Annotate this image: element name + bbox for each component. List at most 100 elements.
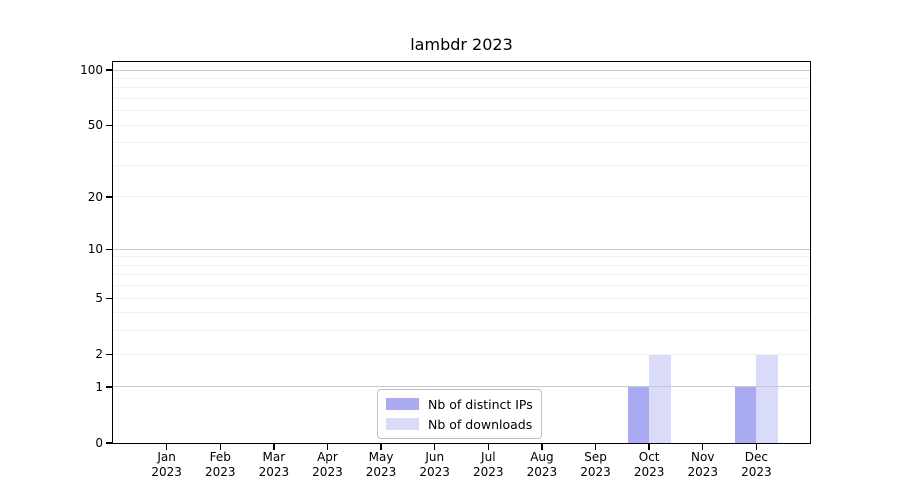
bar-downloads [756, 354, 778, 443]
gridline-major [113, 386, 810, 388]
y-tick-mark [106, 124, 112, 126]
x-tick-month: Apr [317, 450, 338, 464]
x-tick-label: Aug 2023 [512, 450, 572, 480]
x-tick-label: Jun 2023 [405, 450, 465, 480]
gridline-minor [113, 256, 810, 258]
gridline-minor [113, 285, 810, 287]
legend: Nb of distinct IPs Nb of downloads [377, 389, 542, 439]
x-tick-label: Sep 2023 [566, 450, 626, 480]
y-tick-label: 50 [87, 118, 103, 133]
x-tick-month: Aug [530, 450, 554, 464]
x-tick-year: 2023 [633, 465, 665, 479]
x-tick-year: 2023 [580, 465, 611, 479]
x-tick-label: Dec 2023 [726, 450, 786, 480]
x-tick-mark [326, 444, 329, 450]
x-tick-mark [219, 444, 221, 450]
y-tick-mark [106, 353, 112, 355]
x-tick-year: 2023 [151, 465, 182, 479]
y-tick-label: 0 [95, 436, 103, 450]
bar-downloads [649, 354, 671, 443]
x-tick-year: 2023 [419, 465, 450, 479]
gridline-minor [113, 165, 810, 166]
x-tick-label: Feb 2023 [190, 450, 250, 480]
x-tick-label: May 2023 [351, 450, 411, 480]
y-tick-mark [106, 248, 112, 250]
x-tick-month: Oct [638, 450, 660, 464]
gridline-major [113, 248, 810, 250]
bar-distinct-ips [627, 387, 650, 443]
gridline-major [113, 69, 810, 71]
x-tick-mark [165, 444, 168, 450]
x-tick-month: Jun [425, 450, 445, 464]
y-tick-label: 100 [80, 63, 103, 78]
x-tick-mark [541, 444, 543, 450]
x-tick-label: Nov 2023 [673, 450, 733, 480]
x-tick-label: Apr 2023 [297, 450, 357, 480]
legend-swatch-downloads [386, 418, 419, 430]
gridline-minor [113, 264, 810, 266]
x-tick-mark [648, 444, 650, 450]
x-tick-mark [487, 444, 489, 450]
x-tick-label: Oct 2023 [619, 450, 679, 480]
gridline-minor [113, 124, 810, 126]
gridline-minor [113, 330, 810, 332]
x-tick-mark [273, 444, 275, 450]
y-tick-mark [106, 196, 112, 198]
legend-label-downloads: Nb of downloads [428, 416, 533, 432]
gridline-minor [113, 297, 810, 299]
axis-tick-layer: 0 1 2 5 10 20 50 100 Jan 2023 Feb 2023 Mar 2023 Apr 202… [80, 62, 810, 479]
legend-swatch-distinct-ips [386, 398, 419, 410]
y-tick-label: 10 [87, 242, 103, 257]
legend-label-distinct-ips: Nb of distinct IPs [428, 396, 533, 412]
x-tick-month: Sep [584, 450, 607, 464]
x-tick-mark [380, 444, 382, 450]
legend-entry-downloads: Nb of downloads [386, 415, 533, 433]
y-tick-mark [106, 297, 112, 299]
gridline-minor [113, 274, 810, 276]
y-tick-label: 20 [87, 189, 103, 204]
x-tick-month: Jul [481, 450, 496, 464]
x-tick-month: Dec [744, 450, 768, 464]
x-tick-month: Feb [209, 450, 231, 464]
plot-area: 0 1 2 5 10 20 50 100 Jan 2023 Feb 2023 Mar 2023 Apr 202… [80, 61, 811, 479]
gridline-minor [113, 196, 810, 198]
x-tick-year: 2023 [526, 465, 558, 479]
y-tick-label: 2 [95, 347, 103, 362]
x-tick-year: 2023 [365, 465, 397, 479]
x-tick-mark [755, 444, 758, 450]
y-tick-label: 1 [95, 379, 103, 394]
legend-entry-distinct-ips: Nb of distinct IPs [386, 395, 533, 413]
x-tick-year: 2023 [258, 465, 290, 479]
y-tick-label: 5 [95, 291, 103, 306]
y-tick-mark [106, 386, 112, 388]
gridline-minor [113, 77, 810, 79]
y-tick-mark [106, 442, 112, 444]
gridline-minor [113, 312, 810, 314]
x-tick-label: Jan 2023 [137, 450, 197, 480]
gridline-minor [113, 353, 810, 355]
gridline-minor [113, 87, 810, 89]
x-tick-mark [594, 444, 597, 450]
x-tick-year: 2023 [741, 465, 772, 479]
x-tick-label: Mar 2023 [244, 450, 304, 480]
x-tick-month: May [368, 450, 394, 464]
x-tick-year: 2023 [312, 465, 343, 479]
x-tick-mark [433, 444, 436, 450]
x-tick-year: 2023 [473, 465, 504, 479]
x-tick-month: Mar [262, 450, 286, 464]
bars-layer [113, 62, 810, 443]
x-tick-month: Jan [157, 450, 176, 464]
x-tick-month: Nov [691, 450, 715, 464]
gridline-minor [113, 98, 810, 100]
grid-layer [113, 62, 810, 443]
x-tick-label: Jul 2023 [458, 450, 518, 480]
x-tick-year: 2023 [687, 465, 719, 479]
x-tick-mark [702, 444, 704, 450]
y-tick-mark [106, 69, 112, 71]
gridline-minor [113, 110, 810, 112]
x-tick-year: 2023 [204, 465, 236, 479]
bar-distinct-ips [734, 387, 757, 443]
gridline-minor [113, 142, 810, 144]
chart-title: lambdr 2023 [410, 35, 513, 54]
